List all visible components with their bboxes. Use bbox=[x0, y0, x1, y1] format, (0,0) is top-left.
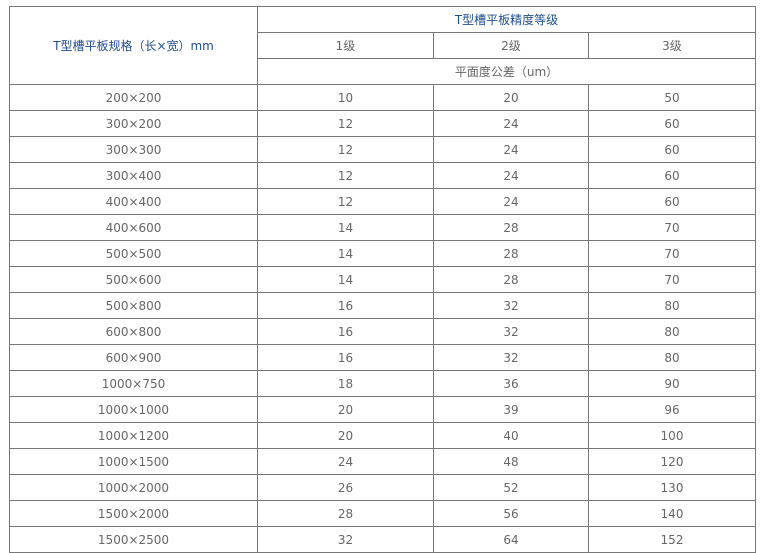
table-row: 1000×2000 26 52 130 bbox=[9, 474, 756, 501]
size-cell: 1000×1200 bbox=[9, 422, 258, 449]
tolerance-cell-g1: 16 bbox=[257, 318, 434, 345]
tolerance-cell-g3: 100 bbox=[588, 422, 756, 449]
size-cell: 500×800 bbox=[9, 292, 258, 319]
table-row: 500×500 14 28 70 bbox=[9, 240, 756, 267]
tolerance-cell-g1: 14 bbox=[257, 240, 434, 267]
tolerance-cell-g2: 28 bbox=[433, 266, 589, 293]
table-row: 1500×2000 28 56 140 bbox=[9, 500, 756, 527]
tolerance-cell-g1: 12 bbox=[257, 110, 434, 137]
size-cell: 1000×1500 bbox=[9, 448, 258, 475]
size-cell: 1500×2000 bbox=[9, 500, 258, 527]
tolerance-cell-g1: 10 bbox=[257, 84, 434, 111]
header-row-1: T型槽平板规格（长×宽）mm T型槽平板精度等级 bbox=[9, 6, 756, 85]
tolerance-cell-g1: 16 bbox=[257, 344, 434, 371]
tolerance-cell-g1: 20 bbox=[257, 422, 434, 449]
table-row: 300×400 12 24 60 bbox=[9, 162, 756, 189]
tolerance-cell-g1: 20 bbox=[257, 396, 434, 423]
table-row: 300×200 12 24 60 bbox=[9, 110, 756, 137]
table-row: 1000×1500 24 48 120 bbox=[9, 448, 756, 475]
tolerance-cell-g2: 52 bbox=[433, 474, 589, 501]
table-row: 500×600 14 28 70 bbox=[9, 266, 756, 293]
tolerance-cell-g1: 28 bbox=[257, 500, 434, 527]
tolerance-header: 平面度公差（um） bbox=[257, 58, 756, 85]
tolerance-cell-g3: 70 bbox=[588, 214, 756, 241]
tolerance-cell-g2: 28 bbox=[433, 214, 589, 241]
tolerance-cell-g1: 18 bbox=[257, 370, 434, 397]
header-row-2: 1级 2级 3级 bbox=[10, 32, 756, 59]
tolerance-cell-g3: 60 bbox=[588, 188, 756, 215]
table-row: 300×300 12 24 60 bbox=[9, 136, 756, 163]
tolerance-cell-g3: 140 bbox=[588, 500, 756, 527]
table-row: 400×600 14 28 70 bbox=[9, 214, 756, 241]
tolerance-cell-g1: 26 bbox=[257, 474, 434, 501]
tolerance-cell-g3: 70 bbox=[588, 240, 756, 267]
size-cell: 300×200 bbox=[9, 110, 258, 137]
size-cell: 300×400 bbox=[9, 162, 258, 189]
tolerance-cell-g1: 24 bbox=[257, 448, 434, 475]
tolerance-cell-g2: 24 bbox=[433, 136, 589, 163]
grade-2-header: 2级 bbox=[433, 32, 589, 59]
size-cell: 1000×750 bbox=[9, 370, 258, 397]
flatness-tolerance-table: T型槽平板规格（长×宽）mm T型槽平板精度等级 1级 2级 3级 平面度公差（… bbox=[9, 6, 756, 553]
tolerance-cell-g2: 28 bbox=[433, 240, 589, 267]
tolerance-cell-g1: 12 bbox=[257, 136, 434, 163]
tolerance-cell-g2: 24 bbox=[433, 188, 589, 215]
size-cell: 1000×1000 bbox=[9, 396, 258, 423]
tolerance-cell-g2: 36 bbox=[433, 370, 589, 397]
tolerance-cell-g3: 80 bbox=[588, 292, 756, 319]
tolerance-cell-g3: 96 bbox=[588, 396, 756, 423]
tolerance-cell-g1: 16 bbox=[257, 292, 434, 319]
grade-1-header: 1级 bbox=[257, 32, 434, 59]
tolerance-cell-g3: 70 bbox=[588, 266, 756, 293]
table-row: 600×900 16 32 80 bbox=[9, 344, 756, 371]
tolerance-cell-g3: 80 bbox=[588, 344, 756, 371]
tolerance-cell-g2: 32 bbox=[433, 318, 589, 345]
grade-group-header: T型槽平板精度等级 bbox=[257, 6, 756, 33]
tolerance-cell-g1: 14 bbox=[257, 214, 434, 241]
size-cell: 200×200 bbox=[9, 84, 258, 111]
tolerance-cell-g1: 12 bbox=[257, 162, 434, 189]
table-row: 200×200 10 20 50 bbox=[9, 84, 756, 111]
header-row-3: 平面度公差（um） bbox=[10, 58, 756, 85]
tolerance-cell-g2: 24 bbox=[433, 162, 589, 189]
size-cell: 600×900 bbox=[9, 344, 258, 371]
tolerance-cell-g1: 12 bbox=[257, 188, 434, 215]
grade-3-header: 3级 bbox=[588, 32, 756, 59]
size-cell: 1000×2000 bbox=[9, 474, 258, 501]
size-cell: 500×500 bbox=[9, 240, 258, 267]
tolerance-cell-g2: 48 bbox=[433, 448, 589, 475]
tolerance-cell-g2: 32 bbox=[433, 292, 589, 319]
size-cell: 400×600 bbox=[9, 214, 258, 241]
tolerance-cell-g3: 50 bbox=[588, 84, 756, 111]
tolerance-cell-g2: 39 bbox=[433, 396, 589, 423]
tolerance-cell-g1: 14 bbox=[257, 266, 434, 293]
table-row: 1000×1200 20 40 100 bbox=[9, 422, 756, 449]
tolerance-cell-g2: 24 bbox=[433, 110, 589, 137]
table-row: 1000×750 18 36 90 bbox=[9, 370, 756, 397]
tolerance-cell-g2: 32 bbox=[433, 344, 589, 371]
tolerance-cell-g2: 56 bbox=[433, 500, 589, 527]
tolerance-cell-g2: 20 bbox=[433, 84, 589, 111]
tolerance-cell-g3: 60 bbox=[588, 110, 756, 137]
tolerance-cell-g3: 80 bbox=[588, 318, 756, 345]
size-cell: 500×600 bbox=[9, 266, 258, 293]
tolerance-cell-g3: 120 bbox=[588, 448, 756, 475]
tolerance-cell-g3: 90 bbox=[588, 370, 756, 397]
table-row: 1000×1000 20 39 96 bbox=[9, 396, 756, 423]
tolerance-cell-g3: 60 bbox=[588, 136, 756, 163]
size-cell: 300×300 bbox=[9, 136, 258, 163]
table-row: 600×800 16 32 80 bbox=[9, 318, 756, 345]
tolerance-cell-g3: 130 bbox=[588, 474, 756, 501]
table-row: 400×400 12 24 60 bbox=[9, 188, 756, 215]
size-cell: 400×400 bbox=[9, 188, 258, 215]
table-row: 500×800 16 32 80 bbox=[9, 292, 756, 319]
size-cell: 600×800 bbox=[9, 318, 258, 345]
tolerance-cell-g3: 60 bbox=[588, 162, 756, 189]
spec-header: T型槽平板规格（长×宽）mm bbox=[9, 6, 258, 85]
tolerance-cell-g2: 40 bbox=[433, 422, 589, 449]
